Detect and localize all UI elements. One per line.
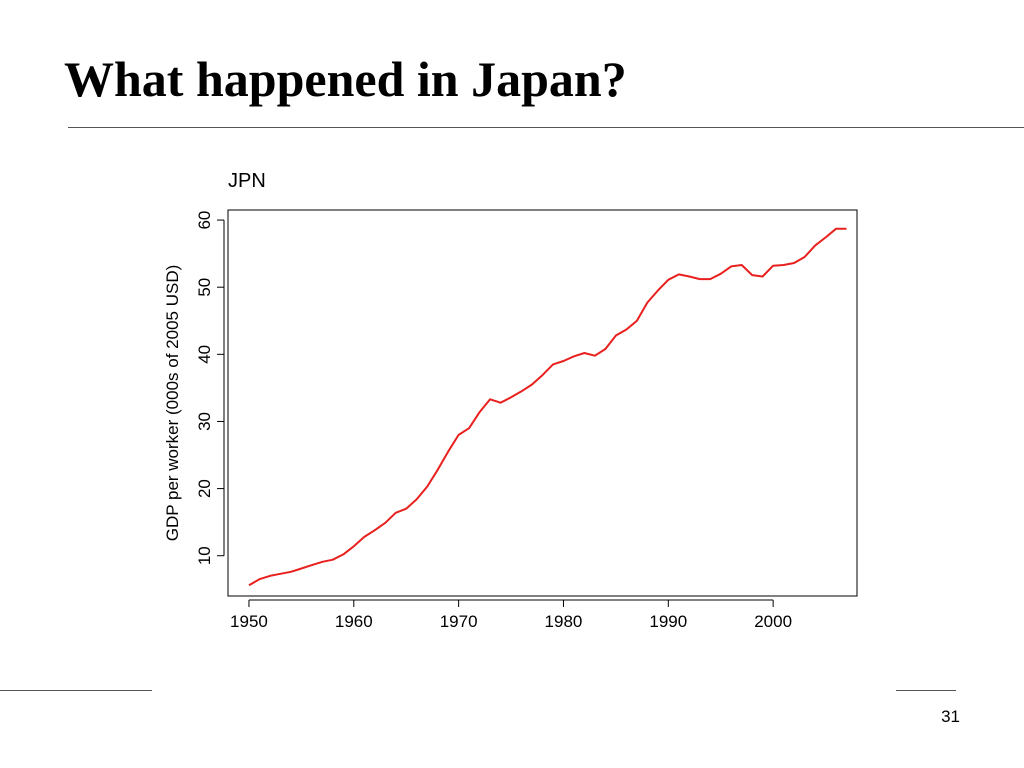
y-tick-label: 10 — [195, 546, 214, 565]
y-tick-label: 40 — [195, 345, 214, 364]
x-tick-label: 1970 — [440, 612, 478, 631]
title-divider — [68, 127, 1024, 128]
x-tick-label: 1960 — [335, 612, 373, 631]
x-tick-label: 2000 — [754, 612, 792, 631]
series-line-jpn — [248, 227, 847, 587]
x-tick-label: 1980 — [545, 612, 583, 631]
x-tick-label: 1950 — [230, 612, 268, 631]
plot-frame — [227, 209, 858, 597]
page-number: 31 — [941, 707, 960, 726]
chart-title: JPN — [228, 170, 266, 192]
x-tick-label: 1990 — [649, 612, 687, 631]
y-axis: 10 20 30 40 50 60 — [195, 211, 225, 565]
y-axis-label: GDP per worker (000s of 2005 USD) — [163, 265, 182, 542]
footer-divider-right — [896, 690, 956, 691]
x-axis: 1950 1960 1970 1980 1990 2000 — [230, 599, 792, 631]
slide-title: What happened in Japan? — [64, 51, 627, 107]
y-tick-label: 20 — [195, 479, 214, 498]
y-tick-label: 30 — [195, 412, 214, 431]
y-tick-label: 50 — [195, 278, 214, 297]
footer-divider-left — [0, 690, 152, 691]
y-tick-label: 60 — [195, 211, 214, 230]
